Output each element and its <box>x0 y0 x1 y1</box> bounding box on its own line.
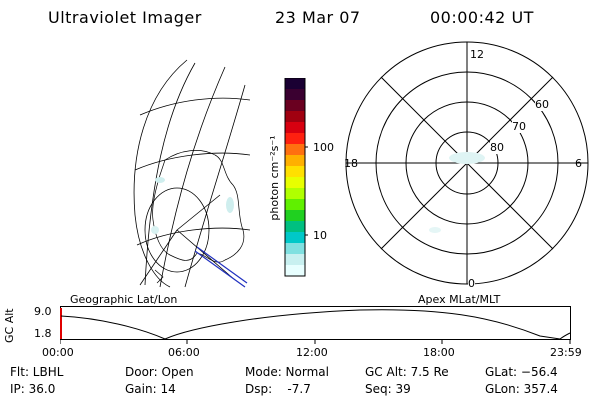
colorbar-segment <box>285 254 305 266</box>
colorbar-segment <box>285 265 305 277</box>
colorbar-tick-100: 100 <box>313 141 334 154</box>
polar-plot <box>345 41 589 285</box>
coastline-fragment <box>154 269 164 284</box>
colorbar-segment <box>285 100 305 112</box>
mlat-label-70: 70 <box>512 120 526 133</box>
earth-limb <box>133 59 188 288</box>
glon-info: GLon: 357.4 <box>485 382 558 396</box>
colorbar-segment <box>285 133 305 145</box>
geographic-map <box>133 59 250 288</box>
colorbar-segment <box>285 144 305 156</box>
timeline-xtick-2: 12:00 <box>296 346 328 359</box>
colorbar-unit-label: photon cm⁻²s⁻¹ <box>270 135 281 220</box>
timeline-frame <box>60 306 571 340</box>
timeline-ymax: 9.0 <box>34 305 52 318</box>
mode-info: Mode: Normal <box>245 365 329 379</box>
mlat-label-80: 80 <box>490 141 504 154</box>
meridian-spoke <box>176 194 221 231</box>
parallel-line <box>139 97 250 116</box>
door-info: Door: Open <box>125 365 194 379</box>
colorbar-segment <box>285 232 305 244</box>
altitude-timeline <box>60 306 571 344</box>
seq-info: Seq: 39 <box>365 382 411 396</box>
meridian-line <box>184 84 246 288</box>
colorbar-segment <box>285 166 305 178</box>
geographic-title: Geographic Lat/Lon <box>70 293 178 306</box>
colorbar-segment <box>285 89 305 101</box>
parallel-line <box>136 227 250 246</box>
colorbar-segment <box>285 155 305 167</box>
mlt-label-0: 0 <box>468 277 475 290</box>
colorbar-segment <box>285 243 305 255</box>
glat-info: GLat: −56.4 <box>485 365 558 379</box>
colorbar-segment <box>285 177 305 189</box>
colorbar-frame <box>284 78 306 277</box>
meridian-spoke <box>176 229 236 281</box>
timeline-xtick-4: 23:59 <box>550 346 582 359</box>
colorbar-tick-10: 10 <box>313 229 327 242</box>
aurora-patch <box>151 226 159 234</box>
mlt-label-12: 12 <box>470 48 484 61</box>
aurora-patch <box>155 177 165 183</box>
colorbar: photon cm⁻²s⁻¹ <box>270 78 308 277</box>
mlt-label-6: 6 <box>575 157 582 170</box>
instrument-title: Ultraviolet Imager <box>48 8 202 27</box>
colorbar-segment <box>285 210 305 222</box>
meridian-spoke <box>139 229 178 286</box>
colorbar-segment <box>285 111 305 123</box>
meridian-line <box>144 62 196 286</box>
orbit-track <box>194 250 246 288</box>
timeline-xtick-3: 18:00 <box>423 346 455 359</box>
dsp-info: Dsp: -7.7 <box>245 382 311 396</box>
colorbar-segment <box>285 199 305 211</box>
meridian-line <box>159 66 226 288</box>
altitude-curve <box>60 309 571 340</box>
colorbar-segment <box>285 78 305 90</box>
aurora-patch <box>226 197 234 213</box>
aurora-oval-patch <box>449 152 485 164</box>
timeline-xtick-1: 06:00 <box>168 346 200 359</box>
orbit-track <box>196 246 248 284</box>
colorbar-segment <box>285 122 305 134</box>
mlt-label-18: 18 <box>344 157 358 170</box>
date-label: 23 Mar 07 <box>275 8 361 27</box>
gc-alt-info: GC Alt: 7.5 Re <box>365 365 449 379</box>
timeline-ylabel: GC Alt <box>3 308 16 343</box>
timeline-xtick-0: 00:00 <box>42 346 74 359</box>
colorbar-segment <box>285 221 305 233</box>
filter-info: Flt: LBHL <box>10 365 64 379</box>
gain-info: Gain: 14 <box>125 382 176 396</box>
ip-info: IP: 36.0 <box>10 382 56 396</box>
pole-ring <box>144 187 210 273</box>
parallel-line <box>134 152 250 171</box>
colorbar-segment <box>285 188 305 200</box>
mlat-label-60: 60 <box>535 98 549 111</box>
time-label: 00:00:42 UT <box>430 8 534 27</box>
timeline-ymin: 1.8 <box>34 327 52 340</box>
apex-title: Apex MLat/MLT <box>418 293 501 306</box>
aurora-patch <box>429 227 441 233</box>
